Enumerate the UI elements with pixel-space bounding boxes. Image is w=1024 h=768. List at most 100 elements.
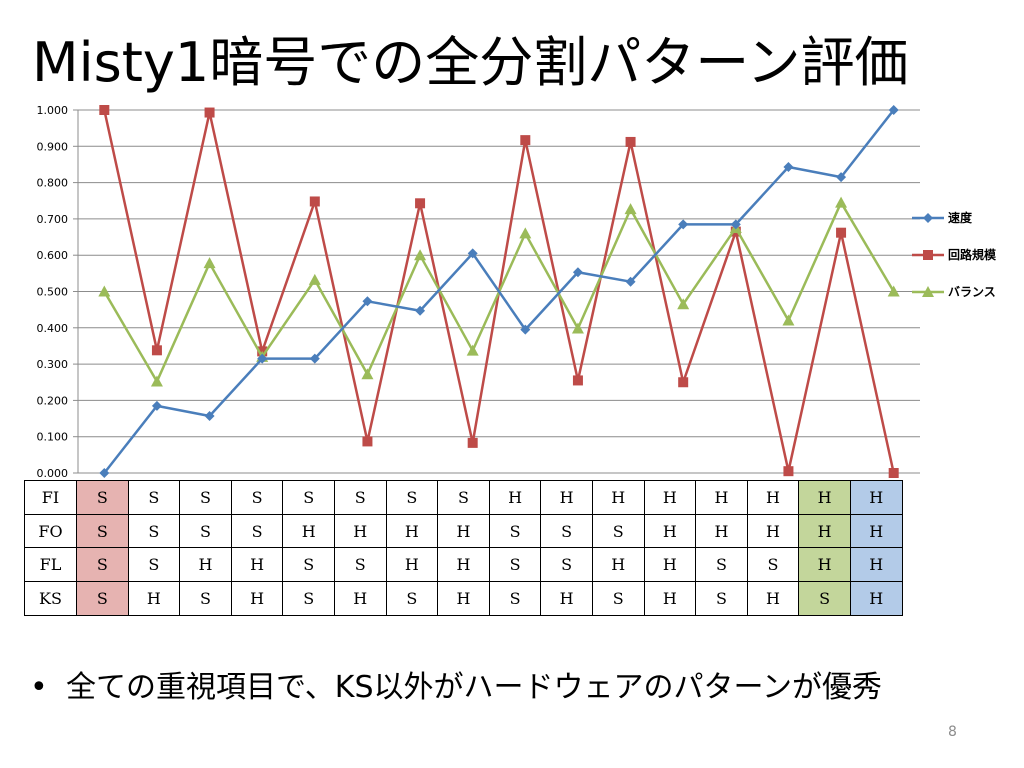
series-diamond (99, 105, 899, 478)
y-tick-label: 0.200 (37, 394, 69, 407)
data-point (99, 468, 110, 478)
table-cell: S (179, 513, 232, 549)
legend-label: 速度 (948, 210, 973, 225)
table-row: KS S H S H S H S H S H S H S H S H (24, 581, 903, 616)
table-cell: S (76, 547, 129, 583)
y-tick-label: 0.500 (37, 286, 69, 299)
table-cell: H (385, 547, 439, 583)
data-point (466, 344, 479, 356)
y-tick-label: 0.000 (37, 467, 69, 480)
chart-grid (73, 109, 920, 474)
page-number: 8 (948, 724, 957, 740)
table-cell: H (643, 513, 697, 549)
table-cell: H (437, 547, 490, 583)
summary-bullet: • 全ての重視項目で、KS以外がハードウェアのパターンが優秀 (30, 662, 882, 706)
table-cell: S (282, 480, 335, 515)
table-cell: H (849, 581, 903, 616)
table-cell: H (849, 513, 903, 549)
data-point (415, 198, 426, 209)
table-cell: H (540, 480, 593, 515)
y-tick-label: 1.000 (37, 104, 69, 117)
data-point (730, 219, 741, 230)
table-cell: H (798, 547, 851, 583)
data-point (887, 285, 900, 297)
row-label: FI (24, 480, 77, 515)
y-tick-label: 0.100 (37, 431, 69, 444)
table-cell: S (333, 480, 387, 515)
table-cell: H (849, 480, 903, 515)
y-tick-label: 0.800 (37, 177, 69, 190)
row-label: FL (24, 547, 77, 583)
table-cell: S (179, 480, 232, 515)
table-cell: S (488, 547, 542, 583)
table-cell: H (695, 513, 748, 549)
table-cell: S (437, 480, 490, 515)
table-cell: H (643, 480, 697, 515)
table-cell: S (76, 581, 129, 616)
y-tick-label: 0.300 (37, 358, 69, 371)
data-point (571, 322, 584, 334)
line-chart: 0.000 0.100 0.200 0.300 0.400 0.500 0.600 0.700… (37, 104, 998, 480)
table-cell: S (746, 547, 800, 583)
data-point (923, 213, 933, 223)
legend-label: 回路規模 (948, 247, 997, 262)
table-cell: S (540, 513, 593, 549)
table-cell: H (798, 480, 851, 515)
data-point (308, 273, 321, 285)
table-cell: S (591, 581, 645, 616)
table-cell: S (76, 513, 129, 549)
table-cell: H (230, 581, 284, 616)
table-cell: S (488, 513, 542, 549)
table-cell: H (282, 513, 335, 549)
data-point (204, 411, 215, 422)
row-label: KS (24, 581, 77, 616)
data-point (309, 353, 320, 364)
data-point (572, 267, 583, 278)
table-cell: S (385, 581, 439, 616)
table-cell: S (540, 547, 593, 583)
table-cell: S (127, 480, 181, 515)
data-point (678, 219, 689, 230)
table-cell: S (76, 480, 129, 515)
table-cell: S (282, 581, 335, 616)
data-point (98, 285, 111, 297)
y-axis-ticks: 0.000 0.100 0.200 0.300 0.400 0.500 0.600 0.700… (37, 104, 69, 480)
data-point (783, 466, 794, 477)
table-cell: S (591, 513, 645, 549)
table-cell: H (333, 581, 387, 616)
data-point (362, 296, 373, 307)
data-point (922, 286, 934, 297)
table-cell: H (849, 547, 903, 583)
table-cell: S (282, 547, 335, 583)
table-cell: H (591, 547, 645, 583)
y-tick-label: 0.600 (37, 249, 69, 262)
data-point (572, 375, 583, 386)
table-cell: S (333, 547, 387, 583)
table-cell: H (746, 581, 800, 616)
table-cell: S (127, 513, 181, 549)
legend-entry: バランス (912, 285, 996, 299)
data-point (414, 249, 427, 261)
table-cell: S (695, 547, 748, 583)
data-point (99, 105, 110, 115)
data-point (836, 227, 847, 238)
table-cell: H (798, 513, 851, 549)
table-cell: H (385, 513, 439, 549)
y-tick-label: 0.400 (37, 322, 69, 335)
table-cell: H (179, 547, 232, 583)
table-cell: S (127, 547, 181, 583)
data-point (204, 107, 215, 118)
data-point (782, 314, 795, 326)
data-point (624, 203, 637, 215)
table-row: FL S S H H S S H H S S H H S S H H (24, 547, 903, 583)
data-point (836, 172, 847, 183)
table-row: FI S S S S S S S S H H H H H H H H (24, 480, 903, 515)
table-cell: H (437, 581, 490, 616)
table-cell: H (643, 547, 697, 583)
data-point (361, 368, 374, 380)
table-cell: H (746, 480, 800, 515)
data-point (923, 250, 933, 260)
table-cell: S (230, 480, 284, 515)
table-row: FO S S S S H H H H S S S H H H H H (24, 513, 903, 549)
row-label: FO (24, 513, 77, 549)
